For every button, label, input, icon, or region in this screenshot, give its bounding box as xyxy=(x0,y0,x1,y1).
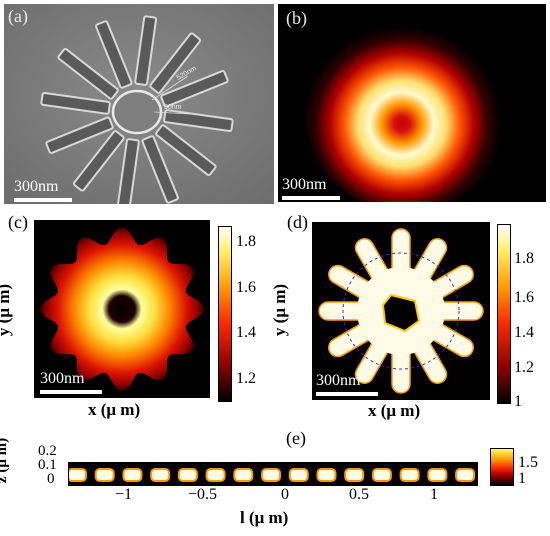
strip-blob xyxy=(455,468,476,482)
panel-e-ylabel: z (μ m) xyxy=(0,437,11,483)
panel-a-letter: (a) xyxy=(8,6,28,26)
sem-spoke xyxy=(141,135,179,204)
panel-c-ylabel: y (μ m) xyxy=(0,283,14,336)
panel-e-ytick-0.2: 0.2 xyxy=(38,443,57,459)
annotation-50nm: 50nm xyxy=(164,104,182,111)
panel-c-letter: (c) xyxy=(8,212,28,232)
colorbar-e-tick-1: 1 xyxy=(518,470,526,487)
scalebar-a xyxy=(14,198,72,202)
strip-blob xyxy=(150,468,171,482)
panel-e-xtick-0.5: 0.5 xyxy=(349,486,369,503)
panel-e-ytick-0: 0 xyxy=(47,471,55,487)
scalebar-c xyxy=(40,390,102,394)
scalebar-b xyxy=(282,196,340,200)
scalebar-c-label: 300nm xyxy=(40,370,85,387)
strip-blob xyxy=(344,468,365,482)
sem-spoke xyxy=(116,138,140,204)
panel-d-ylabel: y (μ m) xyxy=(270,283,290,337)
panel-e-letter: (e) xyxy=(286,428,306,448)
panel-e-xlabel: l (μ m) xyxy=(240,508,289,527)
panel-b-image xyxy=(278,4,546,202)
colorbar-e-tick-1.5: 1.5 xyxy=(518,454,538,471)
panel-e-xtick-1: 1 xyxy=(430,486,438,503)
sem-image xyxy=(4,4,274,204)
panel-d-image: 300nm xyxy=(312,222,490,400)
panel-b: (b) 300nm xyxy=(278,4,546,202)
strip-blob xyxy=(177,468,198,482)
scalebar-b-label: 300nm xyxy=(282,176,327,193)
colorbar-d-tick-1.8: 1.8 xyxy=(514,250,534,267)
strip-blob xyxy=(316,468,337,482)
field-hole xyxy=(381,293,421,333)
panel-c-image: 300nm xyxy=(34,220,210,398)
strip-blob xyxy=(233,468,254,482)
colorbar-c-tick-1.4: 1.4 xyxy=(236,324,256,341)
colorbar-c xyxy=(218,226,232,402)
panel-e-xtick--1: −1 xyxy=(115,486,133,503)
strip-blob xyxy=(205,468,226,482)
panel-a: (a) 520nm 50nm 300nm xyxy=(4,4,274,204)
panel-e-ytick-0.1: 0.1 xyxy=(38,457,57,473)
colorbar-d-tick-1.2: 1.2 xyxy=(514,359,534,376)
colorbar-e xyxy=(490,448,514,486)
sem-spoke xyxy=(134,15,158,86)
strip-blob xyxy=(261,468,282,482)
strip-blob xyxy=(288,468,309,482)
sem-spoke xyxy=(40,91,111,115)
sem-spoke xyxy=(72,130,125,192)
panel-d-xlabel: x (μ m) xyxy=(368,401,421,420)
strip-blob xyxy=(94,468,115,482)
colorbar-c-tick-1.8: 1.8 xyxy=(236,233,256,250)
colorbar-d-tick-1.4: 1.4 xyxy=(514,324,534,341)
panel-b-letter: (b) xyxy=(286,8,307,28)
sem-spoke xyxy=(95,20,133,89)
strip-blob xyxy=(371,468,392,482)
panel-e-image xyxy=(68,462,478,486)
sem-spoke xyxy=(155,124,217,177)
strip-blob xyxy=(122,468,143,482)
panel-e-xtick--0.5: −0.5 xyxy=(188,486,218,503)
panel-e-xtick-0: 0 xyxy=(281,486,289,503)
sem-spoke xyxy=(160,70,229,108)
sem-spoke xyxy=(163,109,234,133)
scalebar-d-label: 300nm xyxy=(316,372,361,389)
colorbar-c-tick-1.6: 1.6 xyxy=(236,279,256,296)
strip-blob xyxy=(69,468,87,482)
scalebar-a-label: 300nm xyxy=(14,178,59,195)
colorbar-d xyxy=(497,224,511,404)
sem-spoke xyxy=(57,47,119,100)
sem-spoke xyxy=(149,32,202,94)
panel-d-letter: (d) xyxy=(287,212,308,232)
scalebar-d xyxy=(316,392,378,396)
strip-blob xyxy=(399,468,420,482)
colorbar-d-tick-1: 1 xyxy=(514,393,522,410)
strip-blob xyxy=(427,468,448,482)
colorbar-d-tick-1.6: 1.6 xyxy=(514,289,534,306)
panel-c-xlabel: x (μ m) xyxy=(88,400,141,419)
colorbar-c-tick-1.2: 1.2 xyxy=(236,370,256,387)
sem-spoke xyxy=(45,116,114,154)
